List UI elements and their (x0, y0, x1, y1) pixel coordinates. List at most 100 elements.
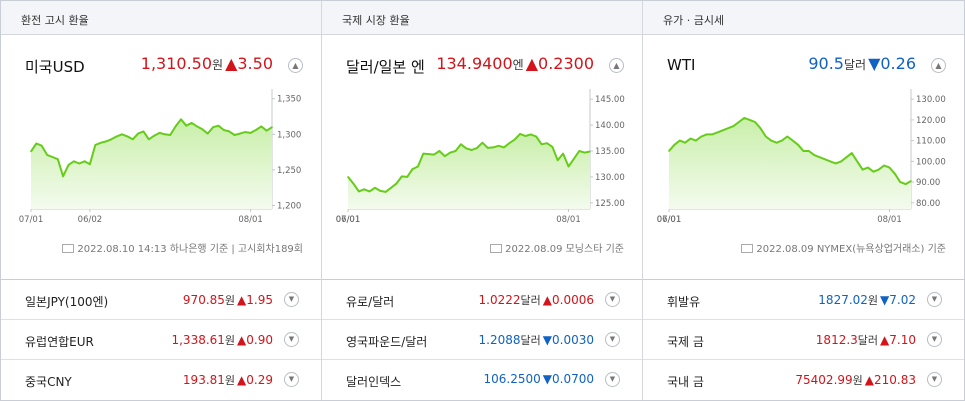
quote-row-name: 중국CNY (25, 375, 72, 389)
data-point (206, 132, 209, 135)
data-point (249, 132, 252, 134)
data-point (180, 118, 182, 121)
quote-row[interactable]: 영국파운드/달러 1.2088달러 ▼0.0030 ▼ (322, 320, 642, 360)
chevron-up-icon[interactable]: ▲ (931, 58, 946, 73)
data-point (904, 183, 907, 185)
data-point (411, 168, 414, 170)
data-point (390, 187, 392, 189)
data-point (567, 165, 570, 168)
y-tick-label: 1,250 (277, 166, 301, 176)
quote-row-value: 1.0222달러 ▲0.0006 (478, 293, 594, 307)
series-area (31, 119, 272, 209)
data-point (872, 170, 875, 173)
y-tick-label: 135.00 (595, 147, 625, 157)
data-point (834, 162, 837, 165)
source-note: 2022.08.09 모닝스타 기준 (490, 240, 624, 255)
quote-row[interactable]: 유럽연합EUR 1,338.61원 ▲0.90 ▼ (1, 320, 321, 360)
quote-row-value: 1827.02원 ▼7.02 (818, 293, 916, 307)
data-point (105, 140, 107, 143)
chevron-down-icon[interactable]: ▼ (927, 372, 942, 387)
quote-row[interactable]: 휘발유 1827.02원 ▼7.02 ▼ (643, 280, 964, 320)
chevron-down-icon[interactable]: ▼ (927, 332, 942, 347)
data-point (99, 142, 102, 144)
main-quote-name: 미국USD (25, 58, 85, 76)
table-icon (490, 244, 503, 253)
quote-row-name: 유럽연합EUR (25, 335, 94, 349)
data-point (861, 168, 864, 171)
series-line (347, 132, 591, 193)
data-point (583, 151, 586, 154)
data-point (727, 127, 729, 129)
data-point (695, 139, 697, 142)
chart-usd-jpy: 125.00 130.00 135.00 140.00 145.00 06/01 07/01… (322, 85, 643, 225)
data-point (89, 163, 91, 165)
quote-row[interactable]: 유로/달러 1.0222달러 ▲0.0006 ▼ (322, 280, 642, 320)
y-tick-label: 100.00 (916, 157, 946, 167)
chevron-up-icon[interactable]: ▲ (609, 58, 624, 73)
data-point (556, 159, 559, 162)
quote-row[interactable]: 국제 금 1812.3달러 ▲7.10 ▼ (643, 320, 964, 360)
panel-oil-gold: 유가 · 금시세 WTI 90.5달러 ▼0.26 ▲ 80.00 90.00 100… (643, 1, 964, 400)
quote-row-name: 국제 금 (667, 335, 704, 349)
data-point (51, 156, 54, 158)
quote-list: 유로/달러 1.0222달러 ▲0.0006 ▼ 영국파운드/달러 1.2088달… (322, 279, 642, 400)
chevron-down-icon[interactable]: ▼ (605, 372, 620, 387)
data-point (481, 141, 484, 144)
source-note: 2022.08.09 NYMEX(뉴욕상업거래소) 기준 (741, 240, 946, 255)
chevron-down-icon[interactable]: ▼ (605, 292, 620, 307)
chevron-down-icon[interactable]: ▼ (605, 332, 620, 347)
panel-header[interactable]: 유가 · 금시세 (643, 1, 964, 35)
data-point (169, 134, 171, 136)
data-point (797, 144, 799, 146)
quote-row-name: 영국파운드/달러 (346, 335, 428, 349)
x-tick-label: 06/02 (78, 215, 103, 225)
quote-row[interactable]: 달러인덱스 106.2500 ▼0.0700 ▼ (322, 360, 642, 400)
data-point (196, 125, 198, 128)
y-tick-label: 120.00 (916, 116, 946, 126)
data-point (78, 162, 80, 165)
data-point (212, 126, 214, 128)
y-tick-label: 130.00 (595, 173, 625, 183)
chart-svg: 1,200 1,250 1,300 1,350 06/02 07/01 08/01 (19, 89, 301, 225)
data-point (508, 142, 511, 144)
data-point (775, 141, 778, 144)
data-point (791, 139, 794, 142)
quote-row-name: 달러인덱스 (346, 375, 402, 389)
chevron-down-icon[interactable]: ▼ (284, 372, 299, 387)
data-point (239, 132, 241, 135)
quote-row-value: 1812.3달러 ▲7.10 (815, 333, 916, 347)
data-point (358, 190, 360, 193)
quote-list: 일본JPY(100엔) 970.85원 ▲1.95 ▼ 유럽연합EUR 1,338… (1, 279, 321, 400)
quote-row[interactable]: 일본JPY(100엔) 970.85원 ▲1.95 ▼ (1, 280, 321, 320)
data-point (492, 146, 494, 149)
chevron-down-icon[interactable]: ▼ (284, 292, 299, 307)
data-point (845, 156, 848, 158)
chevron-down-icon[interactable]: ▼ (284, 332, 299, 347)
table-icon (62, 244, 75, 253)
data-point (40, 144, 43, 147)
data-point (679, 139, 681, 142)
main-quote-value: 90.5달러 ▼0.26 (808, 54, 916, 73)
data-point (722, 129, 724, 132)
data-point (444, 155, 446, 157)
data-point (379, 190, 382, 192)
series-line (30, 118, 273, 178)
panel-header[interactable]: 환전 고시 환율 (1, 1, 321, 35)
quote-row[interactable]: 국내 금 75402.99원 ▲210.83 ▼ (643, 360, 964, 400)
data-point (401, 175, 403, 178)
data-point (738, 121, 740, 123)
chevron-up-icon[interactable]: ▲ (288, 58, 303, 73)
data-point (422, 152, 425, 155)
chevron-down-icon[interactable]: ▼ (927, 292, 942, 307)
main-quote-name: WTI (667, 56, 696, 74)
data-point (233, 134, 236, 136)
quote-row[interactable]: 중국CNY 193.81원 ▲0.29 ▼ (1, 360, 321, 400)
main-quote-change: ▼0.26 (868, 54, 916, 73)
data-point (158, 132, 161, 134)
data-point (374, 187, 376, 189)
panel-header[interactable]: 국제 시장 환율 (322, 1, 642, 35)
data-point (352, 182, 355, 185)
data-point (818, 156, 821, 158)
y-tick-label: 1,350 (277, 95, 301, 105)
